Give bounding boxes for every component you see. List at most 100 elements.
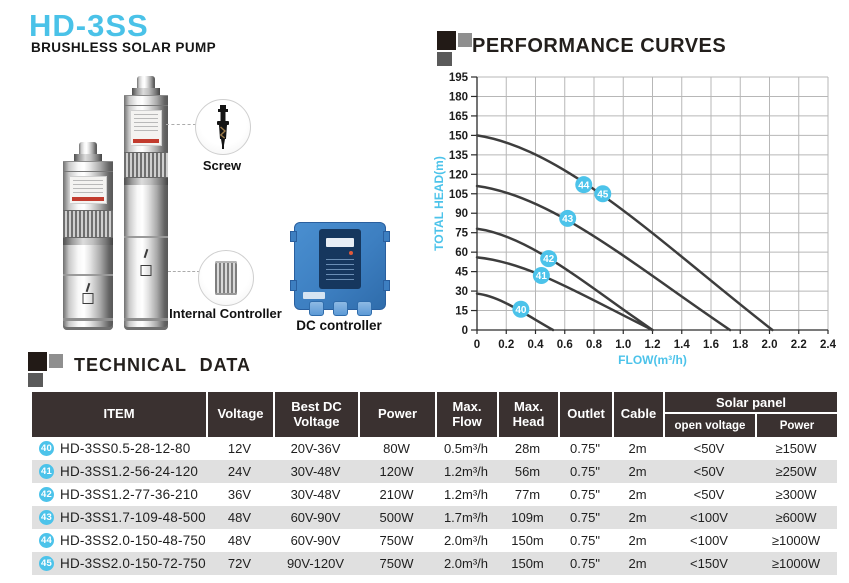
dc-controller-display: [326, 238, 354, 247]
table-body: 40 HD-3SS0.5-28-12-80 12V 20V-36V 80W 0.5m³/h…: [32, 437, 837, 575]
y-tick-label: 135: [449, 150, 469, 162]
cell-power: 80W: [383, 441, 410, 456]
y-tick-label: 150: [449, 130, 468, 142]
x-tick-label: 1.6: [703, 339, 719, 351]
y-tick-label: 75: [455, 228, 468, 240]
cell-panel-power: ≥1000W: [771, 533, 821, 548]
col-outlet: Outlet: [558, 392, 612, 437]
x-axis-title: FLOW(m³/h): [618, 353, 687, 367]
cell-power: 500W: [379, 510, 414, 525]
internal-controller-icon: [215, 261, 237, 295]
internal-controller-callout-circle: [198, 250, 254, 306]
technical-data-table: ITEM Voltage Best DC Voltage Power Max. …: [32, 392, 837, 575]
cell-cable: 2m: [628, 441, 647, 456]
cell-outlet: 0.75": [570, 464, 600, 479]
table-header: ITEM Voltage Best DC Voltage Power Max. …: [32, 392, 837, 437]
cell-outlet: 0.75": [570, 556, 600, 571]
cell-max-flow: 2.0m³/h: [443, 556, 489, 571]
internal-controller-label: Internal Controller: [169, 306, 282, 321]
pump-neck: [132, 88, 160, 95]
pump-body: [124, 185, 168, 318]
curve-label-circle-44: [575, 176, 593, 194]
pump-curve-41: [475, 256, 654, 332]
pump-ring: [63, 238, 113, 245]
curve-label-text: 45: [597, 189, 609, 200]
dc-controller-panel: [319, 229, 361, 289]
x-tick-label: 1.8: [732, 339, 749, 351]
product-model-title: HD-3SS: [29, 8, 149, 43]
cell-max-flow: 1.2m³/h: [443, 487, 489, 502]
table-row: 40 HD-3SS0.5-28-12-80 12V 20V-36V 80W 0.5m³/h…: [32, 437, 837, 460]
cell-voltage: 48V: [227, 510, 252, 525]
pump-body: [63, 245, 113, 318]
y-tick-label: 180: [449, 91, 468, 103]
pump-label-zone: [63, 172, 113, 210]
cell-item: 44 HD-3SS2.0-150-48-750: [32, 533, 206, 548]
cell-max-flow: 1.2m³/h: [443, 464, 489, 479]
screw-icon: [217, 105, 229, 149]
y-tick-label: 0: [462, 325, 468, 337]
cell-item: 42 HD-3SS1.2-77-36-210: [32, 487, 206, 502]
curve-label-circle-45: [594, 185, 612, 203]
dc-controller-image: [290, 222, 390, 316]
cell-panel-power: ≥600W: [775, 510, 817, 525]
pump-collar: [63, 161, 113, 172]
cell-outlet: 0.75": [570, 510, 600, 525]
cell-voltage: 48V: [227, 533, 252, 548]
item-code: HD-3SS1.2-77-36-210: [60, 487, 199, 502]
y-tick-label: 165: [449, 111, 469, 123]
x-tick-label: 0.6: [557, 339, 573, 351]
pump-image-short: [63, 142, 113, 330]
performance-curves-title: PERFORMANCE CURVES: [472, 35, 727, 57]
row-number-badge: 41: [39, 464, 54, 479]
cell-best-dc: 20V-36V: [290, 441, 341, 456]
pump-neck: [74, 154, 102, 161]
cell-item: 45 HD-3SS2.0-150-72-750: [32, 556, 206, 571]
y-tick-label: 15: [455, 306, 468, 318]
cell-item: 43 HD-3SS1.7-109-48-500: [32, 510, 206, 525]
cell-best-dc: 30V-48V: [290, 464, 341, 479]
cell-open-voltage: <50V: [693, 441, 725, 456]
cell-max-flow: 1.7m³/h: [443, 510, 489, 525]
col-open-voltage: open voltage: [663, 414, 755, 437]
cell-best-dc: 90V-120V: [286, 556, 345, 571]
item-code: HD-3SS0.5-28-12-80: [60, 441, 191, 456]
dc-controller-label: DC controller: [296, 318, 382, 333]
y-tick-label: 195: [449, 72, 469, 84]
cell-outlet: 0.75": [570, 487, 600, 502]
cell-panel-power: ≥300W: [775, 487, 817, 502]
cell-open-voltage: <100V: [690, 510, 728, 525]
x-tick-label: 1.0: [615, 339, 631, 351]
x-tick-label: 1.4: [674, 339, 691, 351]
pump-cap: [79, 142, 97, 154]
performance-chart: 195 180 165 150 135 120 105 90 75 60 45 30 15 0 0 0.2 0.…: [430, 62, 849, 370]
row-number-badge: 45: [39, 556, 54, 571]
x-tick-label: 2.4: [820, 339, 837, 351]
col-best-dc-voltage: Best DC Voltage: [273, 392, 358, 437]
product-subtitle: BRUSHLESS SOLAR PUMP: [31, 40, 217, 55]
pump-sticker: [69, 176, 107, 204]
row-number-badge: 40: [39, 441, 54, 456]
cell-open-voltage: <150V: [690, 556, 728, 571]
row-number-badge: 42: [39, 487, 54, 502]
cell-cable: 2m: [628, 464, 647, 479]
curve-label-text: 44: [578, 180, 590, 191]
y-tick-label: 60: [455, 247, 468, 259]
screw-label: Screw: [202, 158, 242, 173]
cell-max-head: 77m: [514, 487, 541, 502]
table-row: 44 HD-3SS2.0-150-48-750 48V 60V-90V 750W 2.0m…: [32, 529, 837, 552]
item-code: HD-3SS1.2-56-24-120: [60, 464, 199, 479]
y-tick-label: 105: [449, 189, 469, 201]
y-tick-label: 30: [455, 286, 468, 298]
screw-callout-circle: [195, 99, 251, 155]
curve-label-circle-40: [512, 300, 530, 318]
pump-ring: [124, 178, 168, 185]
col-cable: Cable: [612, 392, 663, 437]
section-squares-icon: [437, 31, 473, 67]
y-tick-label: 90: [455, 208, 468, 220]
row-number-badge: 43: [39, 510, 54, 525]
cell-open-voltage: <100V: [690, 533, 728, 548]
pump-intake-mesh: [124, 152, 168, 178]
